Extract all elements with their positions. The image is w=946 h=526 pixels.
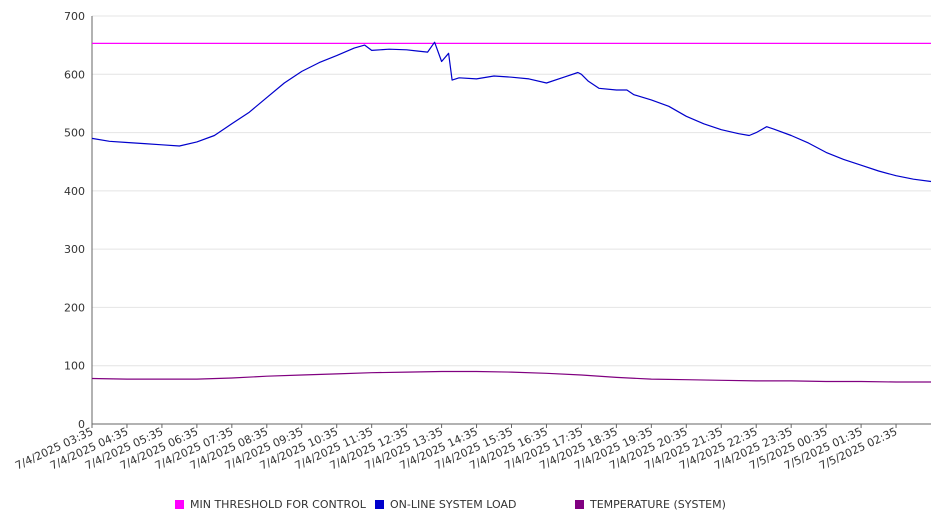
y-tick-label: 300 <box>64 243 85 256</box>
legend-item-min-threshold: MIN THRESHOLD FOR CONTROL <box>175 498 366 511</box>
legend-item-temperature: TEMPERATURE (SYSTEM) <box>575 498 726 511</box>
series-line-2 <box>91 370 931 383</box>
legend-swatch <box>175 500 184 509</box>
y-tick-label: 400 <box>64 185 85 198</box>
legend-item-system-load: ON-LINE SYSTEM LOAD <box>375 498 516 511</box>
y-tick-label: 0 <box>78 418 85 431</box>
legend-swatch <box>375 500 384 509</box>
legend-label: TEMPERATURE (SYSTEM) <box>590 498 726 511</box>
legend-label: ON-LINE SYSTEM LOAD <box>390 498 517 511</box>
y-tick-label: 700 <box>64 10 85 23</box>
y-tick-label: 600 <box>64 68 85 81</box>
legend-swatch <box>575 500 584 509</box>
y-tick-label: 100 <box>64 360 85 373</box>
legend-label: MIN THRESHOLD FOR CONTROL <box>190 498 366 511</box>
series-line-1 <box>91 41 932 183</box>
y-tick-label: 500 <box>64 127 85 140</box>
y-tick-label: 200 <box>64 301 85 314</box>
